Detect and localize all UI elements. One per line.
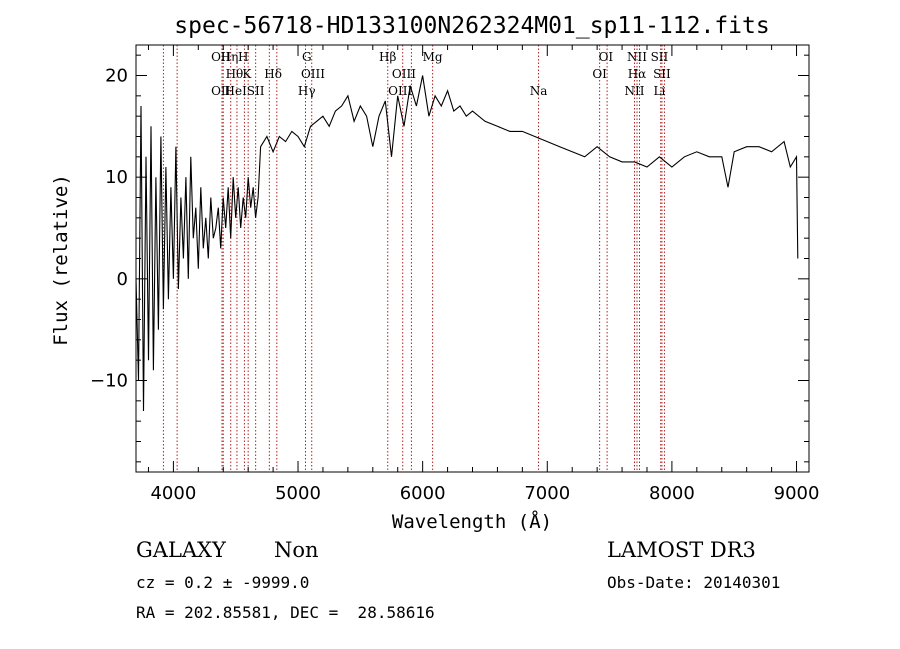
- y-tick-label: 10: [105, 167, 128, 188]
- line-label: SII: [247, 84, 265, 98]
- y-axis-label: Flux (relative): [50, 174, 72, 346]
- line-label: OIII: [301, 67, 325, 81]
- line-label: H: [238, 50, 248, 64]
- x-axis-label: Wavelength (Å): [392, 510, 552, 533]
- observation-date: Obs-Date: 20140301: [607, 573, 781, 592]
- line-label: Hθ: [226, 67, 244, 81]
- x-tick-label: 8000: [649, 483, 695, 504]
- line-label: Mg: [423, 50, 443, 64]
- spectrum-line: [135, 75, 799, 412]
- x-tick-label: 6000: [400, 483, 446, 504]
- line-label: Na: [530, 84, 548, 98]
- line-label: Hη: [221, 50, 239, 64]
- line-label: NII: [625, 84, 645, 98]
- line-label: Hδ: [264, 67, 282, 81]
- x-tick-label: 9000: [774, 483, 820, 504]
- ra-dec-coordinates: RA = 202.85581, DEC = 28.58616: [136, 603, 435, 622]
- object-class: GALAXY: [136, 538, 226, 562]
- x-tick-label: 7000: [524, 483, 570, 504]
- line-label: SII: [653, 67, 671, 81]
- line-label: Hα: [628, 67, 647, 81]
- line-label: OIII: [392, 67, 416, 81]
- line-label: OII: [211, 50, 231, 64]
- line-label: OII: [211, 84, 231, 98]
- object-subclass: Non: [274, 538, 319, 562]
- y-axis: −10 0 10 20: [90, 54, 809, 463]
- y-tick-label: 20: [105, 66, 128, 87]
- line-label: OI: [599, 50, 614, 64]
- line-label: SII: [651, 50, 669, 64]
- line-label: HeI: [225, 84, 248, 98]
- line-label: G: [302, 50, 312, 64]
- line-label: Li: [654, 84, 666, 98]
- line-label: K: [242, 67, 252, 81]
- line-label: Hβ: [379, 50, 396, 64]
- survey-name: LAMOST DR3: [607, 538, 756, 562]
- x-tick-label: 5000: [275, 483, 321, 504]
- line-label: Hγ: [298, 84, 316, 98]
- line-label: OI: [592, 67, 607, 81]
- y-tick-label: 0: [117, 269, 128, 290]
- x-axis: 4000 5000 6000 7000 8000 9000: [147, 45, 820, 504]
- emission-line-markers: [162, 45, 665, 472]
- chart-title: spec-56718-HD133100N262324M01_sp11-112.f…: [174, 13, 769, 39]
- redshift-cz: cz = 0.2 ± -9999.0: [136, 573, 310, 592]
- y-tick-label: −10: [90, 371, 128, 392]
- line-label: NII: [627, 50, 647, 64]
- x-tick-label: 4000: [150, 483, 196, 504]
- line-label: OIII: [388, 84, 412, 98]
